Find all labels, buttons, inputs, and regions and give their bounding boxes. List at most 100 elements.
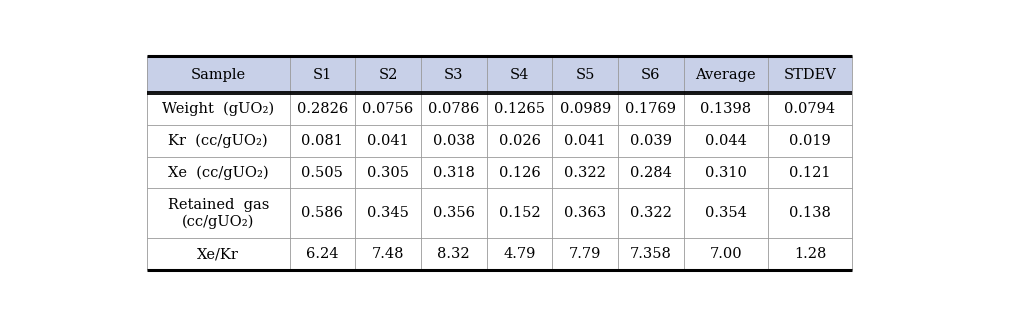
Bar xyxy=(290,93,356,125)
Bar xyxy=(356,189,421,238)
Bar xyxy=(147,157,290,189)
Bar xyxy=(552,189,618,238)
Text: 7.48: 7.48 xyxy=(372,247,404,261)
Bar xyxy=(290,125,356,157)
Text: 0.026: 0.026 xyxy=(498,134,541,148)
Bar xyxy=(147,125,290,157)
Bar xyxy=(487,125,552,157)
Text: S1: S1 xyxy=(312,68,332,82)
Bar xyxy=(768,238,852,270)
Text: 0.0786: 0.0786 xyxy=(428,102,480,116)
Bar xyxy=(683,93,768,125)
Bar xyxy=(618,93,683,125)
Bar xyxy=(552,93,618,125)
Text: S2: S2 xyxy=(378,68,398,82)
Bar xyxy=(618,189,683,238)
Bar xyxy=(618,56,683,93)
Bar xyxy=(421,157,487,189)
Bar xyxy=(768,157,852,189)
Text: 0.038: 0.038 xyxy=(433,134,475,148)
Bar xyxy=(147,189,290,238)
Text: 7.79: 7.79 xyxy=(569,247,602,261)
Text: 1.28: 1.28 xyxy=(794,247,826,261)
Text: Sample: Sample xyxy=(190,68,246,82)
Text: 0.138: 0.138 xyxy=(789,206,831,220)
Bar xyxy=(290,189,356,238)
Text: 0.322: 0.322 xyxy=(630,206,672,220)
Bar xyxy=(683,238,768,270)
Text: 0.363: 0.363 xyxy=(565,206,606,220)
Text: 0.121: 0.121 xyxy=(789,166,830,180)
Bar xyxy=(683,189,768,238)
Text: 8.32: 8.32 xyxy=(437,247,470,261)
Text: Average: Average xyxy=(696,68,756,82)
Bar xyxy=(552,125,618,157)
Text: 0.1265: 0.1265 xyxy=(494,102,545,116)
Bar xyxy=(421,93,487,125)
Text: 0.1398: 0.1398 xyxy=(700,102,752,116)
Text: 0.039: 0.039 xyxy=(630,134,672,148)
Text: 0.152: 0.152 xyxy=(498,206,541,220)
Bar xyxy=(147,93,290,125)
Bar xyxy=(768,189,852,238)
Text: 0.345: 0.345 xyxy=(367,206,409,220)
Text: 0.126: 0.126 xyxy=(498,166,541,180)
Text: 0.310: 0.310 xyxy=(705,166,747,180)
Bar xyxy=(421,238,487,270)
Text: 0.041: 0.041 xyxy=(367,134,409,148)
Bar xyxy=(147,238,290,270)
Bar xyxy=(290,238,356,270)
Bar xyxy=(290,56,356,93)
Bar xyxy=(356,157,421,189)
Text: 4.79: 4.79 xyxy=(504,247,536,261)
Text: Retained  gas
(cc/gUO₂): Retained gas (cc/gUO₂) xyxy=(168,198,269,229)
Bar xyxy=(421,189,487,238)
Text: 0.041: 0.041 xyxy=(565,134,606,148)
Text: 0.356: 0.356 xyxy=(433,206,475,220)
Bar xyxy=(552,238,618,270)
Text: 0.586: 0.586 xyxy=(301,206,343,220)
Bar xyxy=(768,93,852,125)
Bar xyxy=(683,56,768,93)
Bar xyxy=(552,56,618,93)
Text: S5: S5 xyxy=(576,68,595,82)
Text: Xe  (cc/gUO₂): Xe (cc/gUO₂) xyxy=(168,165,269,180)
Bar xyxy=(618,157,683,189)
Bar xyxy=(487,238,552,270)
Bar xyxy=(487,189,552,238)
Bar xyxy=(356,56,421,93)
Bar xyxy=(487,56,552,93)
Text: S3: S3 xyxy=(444,68,463,82)
Text: 7.358: 7.358 xyxy=(630,247,672,261)
Text: S6: S6 xyxy=(641,68,661,82)
Bar xyxy=(618,125,683,157)
Bar xyxy=(487,157,552,189)
Text: 0.318: 0.318 xyxy=(433,166,475,180)
Text: 0.044: 0.044 xyxy=(705,134,747,148)
Bar xyxy=(768,125,852,157)
Text: 0.322: 0.322 xyxy=(565,166,606,180)
Text: 0.081: 0.081 xyxy=(302,134,343,148)
Bar xyxy=(683,125,768,157)
Bar xyxy=(356,125,421,157)
Bar xyxy=(290,157,356,189)
Text: 0.305: 0.305 xyxy=(367,166,409,180)
Bar xyxy=(552,157,618,189)
Text: 0.2826: 0.2826 xyxy=(297,102,348,116)
Text: 7.00: 7.00 xyxy=(709,247,742,261)
Bar xyxy=(487,93,552,125)
Bar xyxy=(147,56,290,93)
Text: Xe/Kr: Xe/Kr xyxy=(197,247,239,261)
Bar xyxy=(356,93,421,125)
Text: 0.0989: 0.0989 xyxy=(559,102,611,116)
Bar xyxy=(618,238,683,270)
Text: 0.0756: 0.0756 xyxy=(363,102,414,116)
Text: Weight  (gUO₂): Weight (gUO₂) xyxy=(162,102,274,116)
Bar xyxy=(421,56,487,93)
Text: 0.354: 0.354 xyxy=(705,206,747,220)
Text: 6.24: 6.24 xyxy=(306,247,338,261)
Text: Kr  (cc/gUO₂): Kr (cc/gUO₂) xyxy=(169,133,268,148)
Bar xyxy=(768,56,852,93)
Bar xyxy=(356,238,421,270)
Text: 0.505: 0.505 xyxy=(302,166,343,180)
